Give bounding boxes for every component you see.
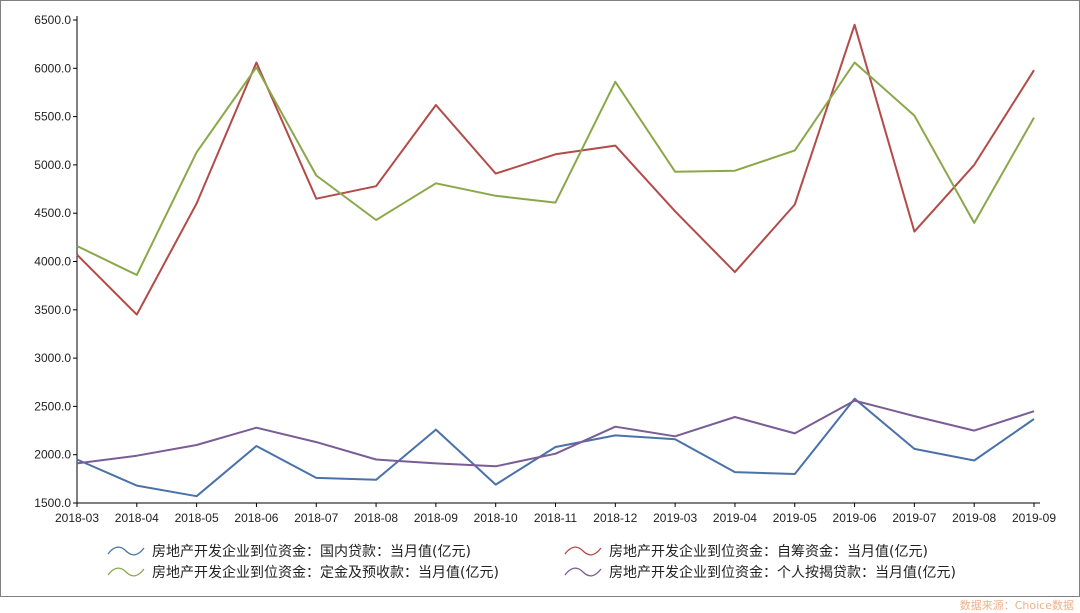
x-tick-label: 2018-11 <box>534 511 577 525</box>
y-tick-label: 3000.0 <box>34 351 71 365</box>
y-tick-label: 4000.0 <box>34 255 71 269</box>
x-tick-label: 2019-07 <box>892 511 936 525</box>
legend-label-3: 房地产开发企业到位资金：定金及预收款：当月值(亿元) <box>152 564 499 581</box>
x-tick-label: 2019-03 <box>653 511 697 525</box>
y-tick-label: 2000.0 <box>34 448 71 462</box>
x-tick-label: 2019-05 <box>773 511 817 525</box>
y-tick-label: 4500.0 <box>34 206 71 220</box>
series-line-1 <box>76 397 1035 498</box>
x-tick-label: 2018-05 <box>175 511 219 525</box>
legend-swatch-2 <box>564 546 602 556</box>
x-tick-label: 2018-12 <box>593 511 637 525</box>
legend-swatch-4 <box>564 567 602 577</box>
y-tick-label: 5000.0 <box>34 158 71 172</box>
y-tick-label: 6500.0 <box>34 13 71 27</box>
y-tick-label: 3500.0 <box>34 303 71 317</box>
x-tick-label: 2019-06 <box>833 511 877 525</box>
legend-label-1: 房地产开发企业到位资金：国内贷款：当月值(亿元) <box>152 543 471 560</box>
x-tick-label: 2018-09 <box>414 511 458 525</box>
y-tick-label: 6000.0 <box>34 61 71 75</box>
y-tick-label: 2500.0 <box>34 399 71 413</box>
series-line-4 <box>76 399 1035 468</box>
y-tick-label: 5500.0 <box>34 110 71 124</box>
series-layer <box>76 23 1035 498</box>
legend-label-2: 房地产开发企业到位资金：自筹资金：当月值(亿元) <box>609 543 928 560</box>
x-tick-label: 2018-10 <box>474 511 518 525</box>
y-tick-label: 1500.0 <box>34 496 71 510</box>
x-tick-label: 2019-08 <box>952 511 996 525</box>
legend-label-4: 房地产开发企业到位资金：个人按揭贷款：当月值(亿元) <box>609 564 956 581</box>
x-tick-label: 2018-06 <box>234 511 278 525</box>
series-line-2 <box>76 23 1035 316</box>
series-line-3 <box>76 61 1035 276</box>
x-tick-label: 2018-04 <box>115 511 159 525</box>
x-tick-label: 2018-03 <box>55 511 99 525</box>
x-tick-label: 2019-09 <box>1012 511 1056 525</box>
x-tick-label: 2018-07 <box>294 511 338 525</box>
x-tick-label: 2018-08 <box>354 511 398 525</box>
x-tick-label: 2019-04 <box>713 511 757 525</box>
legend-swatch-1 <box>107 546 145 556</box>
legend-swatch-3 <box>107 567 145 577</box>
axes: 1500.0 2000.0 2500.0 3000.0 3500.0 4000.0 4500… <box>34 13 1056 525</box>
source-note: 数据来源：Choice数据 <box>959 599 1074 612</box>
legend: 房地产开发企业到位资金：国内贷款：当月值(亿元) 房地产开发企业到位资金：自筹资金… <box>107 543 956 581</box>
